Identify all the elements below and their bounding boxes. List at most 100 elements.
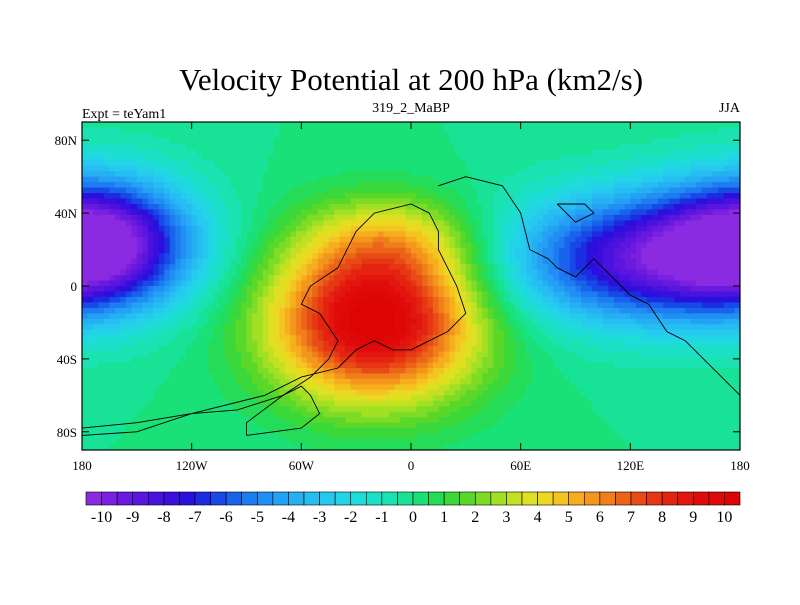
field-cell (630, 291, 637, 298)
field-cell (378, 171, 385, 178)
field-cell (103, 340, 111, 347)
field-cell (564, 291, 571, 298)
field-cell (224, 280, 231, 287)
field-cell (482, 335, 489, 342)
field-cell (630, 209, 637, 216)
field-cell (652, 275, 659, 282)
field-cell (175, 335, 182, 342)
field-cell (690, 204, 697, 211)
field-cell (586, 313, 593, 320)
field-cell (465, 275, 472, 282)
field-cell (482, 258, 489, 265)
field-cell (191, 198, 198, 205)
field-cell (87, 313, 94, 320)
field-cell (564, 225, 571, 232)
field-cell (378, 132, 385, 139)
field-cell (570, 280, 577, 287)
field-cell (701, 236, 708, 243)
field-cell (131, 171, 138, 178)
field-cell (323, 242, 330, 249)
field-cell (685, 171, 692, 178)
field-cell (169, 193, 176, 200)
field-cell (674, 193, 681, 200)
field-cell (520, 225, 527, 232)
field-cell (290, 340, 297, 347)
field-cell (158, 340, 165, 347)
field-cell (443, 149, 450, 156)
field-cell (92, 214, 100, 221)
field-cell (542, 242, 549, 249)
field-cell (674, 275, 681, 282)
field-cell (103, 171, 111, 178)
field-cell (328, 253, 335, 260)
field-cell (635, 165, 642, 172)
field-cell (537, 318, 544, 325)
field-cell (471, 307, 478, 314)
field-cell (564, 280, 571, 287)
field-cell (438, 291, 445, 298)
field-cell (394, 280, 401, 287)
field-cell (663, 132, 670, 139)
field-cell (575, 138, 582, 145)
field-cell (580, 307, 588, 314)
field-cell (449, 198, 456, 205)
field-cell (262, 280, 270, 287)
field-cell (251, 346, 259, 353)
field-cell (723, 122, 730, 129)
field-cell (652, 165, 659, 172)
field-cell (334, 286, 341, 293)
field-cell (580, 340, 588, 347)
field-cell (158, 258, 165, 265)
field-cell (125, 302, 132, 309)
field-cell (657, 127, 664, 134)
field-cell (92, 247, 100, 254)
field-cell (487, 160, 494, 167)
field-cell (411, 236, 418, 243)
field-cell (465, 324, 472, 331)
field-cell (268, 296, 275, 303)
field-cell (356, 280, 363, 287)
field-cell (443, 127, 450, 134)
field-cell (246, 176, 253, 183)
field-cell (449, 280, 456, 287)
field-cell (570, 324, 577, 331)
field-cell (186, 258, 193, 265)
field-cell (630, 231, 637, 238)
field-cell (613, 171, 620, 178)
field-cell (608, 280, 615, 287)
field-cell (82, 253, 89, 260)
field-cell (542, 329, 549, 336)
field-cell (202, 335, 209, 342)
field-cell (230, 220, 237, 227)
field-cell (208, 291, 215, 298)
field-cell (328, 318, 335, 325)
field-cell (279, 247, 286, 254)
field-cell (630, 132, 637, 139)
field-cell (449, 313, 456, 320)
field-cell (378, 143, 385, 150)
field-cell (674, 242, 681, 249)
field-cell (290, 160, 297, 167)
field-cell (416, 296, 423, 303)
field-cell (559, 138, 566, 145)
field-cell (158, 182, 165, 189)
field-cell (597, 165, 604, 172)
field-cell (356, 253, 363, 260)
field-cell (531, 127, 538, 134)
field-cell (460, 346, 467, 353)
field-cell (120, 269, 127, 276)
field-cell (690, 220, 697, 227)
field-cell (356, 193, 363, 200)
field-cell (345, 307, 352, 314)
field-cell (531, 280, 538, 287)
field-cell (295, 275, 302, 282)
field-cell (718, 242, 725, 249)
field-cell (323, 253, 330, 260)
field-cell (202, 313, 209, 320)
field-cell (114, 329, 121, 336)
field-cell (564, 220, 571, 227)
field-cell (646, 132, 653, 139)
field-cell (575, 296, 582, 303)
field-cell (136, 253, 143, 260)
field-cell (394, 302, 401, 309)
